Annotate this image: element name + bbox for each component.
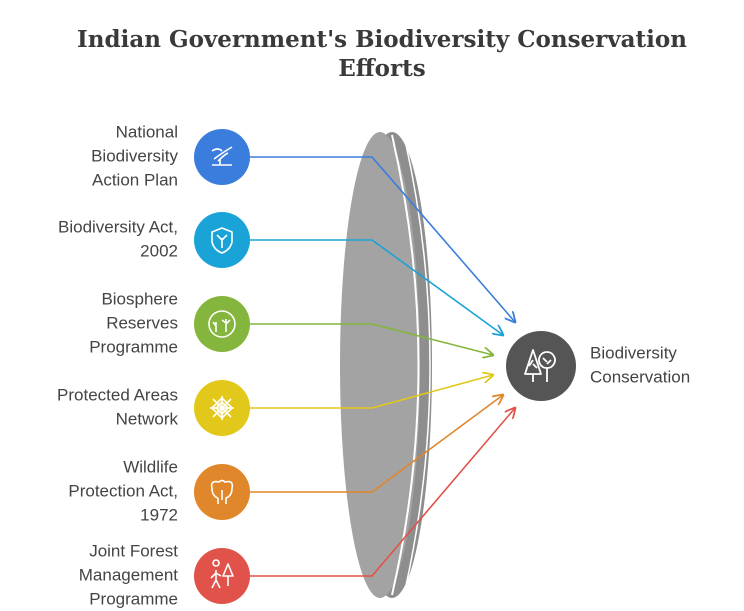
connector (250, 375, 493, 409)
node-label: Wildlife (123, 457, 178, 476)
node-label: Protected Areas (57, 385, 178, 404)
connector (250, 408, 515, 577)
node-label: Biosphere (101, 289, 178, 308)
node-label: Programme (89, 589, 178, 608)
target-label: Biodiversity (590, 343, 677, 362)
title-line: Indian Government's Biodiversity Conserv… (77, 26, 687, 53)
target-icon (524, 349, 556, 382)
node-label: Action Plan (92, 170, 178, 189)
node-label: Biodiversity (91, 146, 178, 165)
node-icon (211, 227, 233, 254)
node-label: Biodiversity Act, (58, 217, 178, 236)
node-icon (210, 559, 234, 589)
title-line: Efforts (338, 55, 425, 82)
node-label: Protection Act, (68, 481, 178, 500)
connector (250, 323, 493, 355)
node-icon (211, 146, 233, 166)
target-label: Conservation (590, 367, 690, 386)
node-icon (210, 396, 234, 420)
title: Indian Government's Biodiversity Conserv… (77, 26, 687, 82)
node-label: 1972 (140, 505, 178, 524)
node-circle (194, 296, 250, 352)
lens (340, 132, 432, 598)
node-label: 2002 (140, 241, 178, 260)
connector (250, 395, 503, 493)
node-label: Joint Forest (89, 541, 178, 560)
node-label: Management (79, 565, 179, 584)
node-label: Reserves (106, 313, 178, 332)
node-label: National (116, 122, 178, 141)
connector (250, 239, 503, 335)
node-circle (194, 548, 250, 604)
connector (250, 156, 515, 322)
node-icon (210, 479, 234, 504)
node-label: Network (116, 409, 179, 428)
node-label: Programme (89, 337, 178, 356)
node-icon (208, 310, 236, 338)
